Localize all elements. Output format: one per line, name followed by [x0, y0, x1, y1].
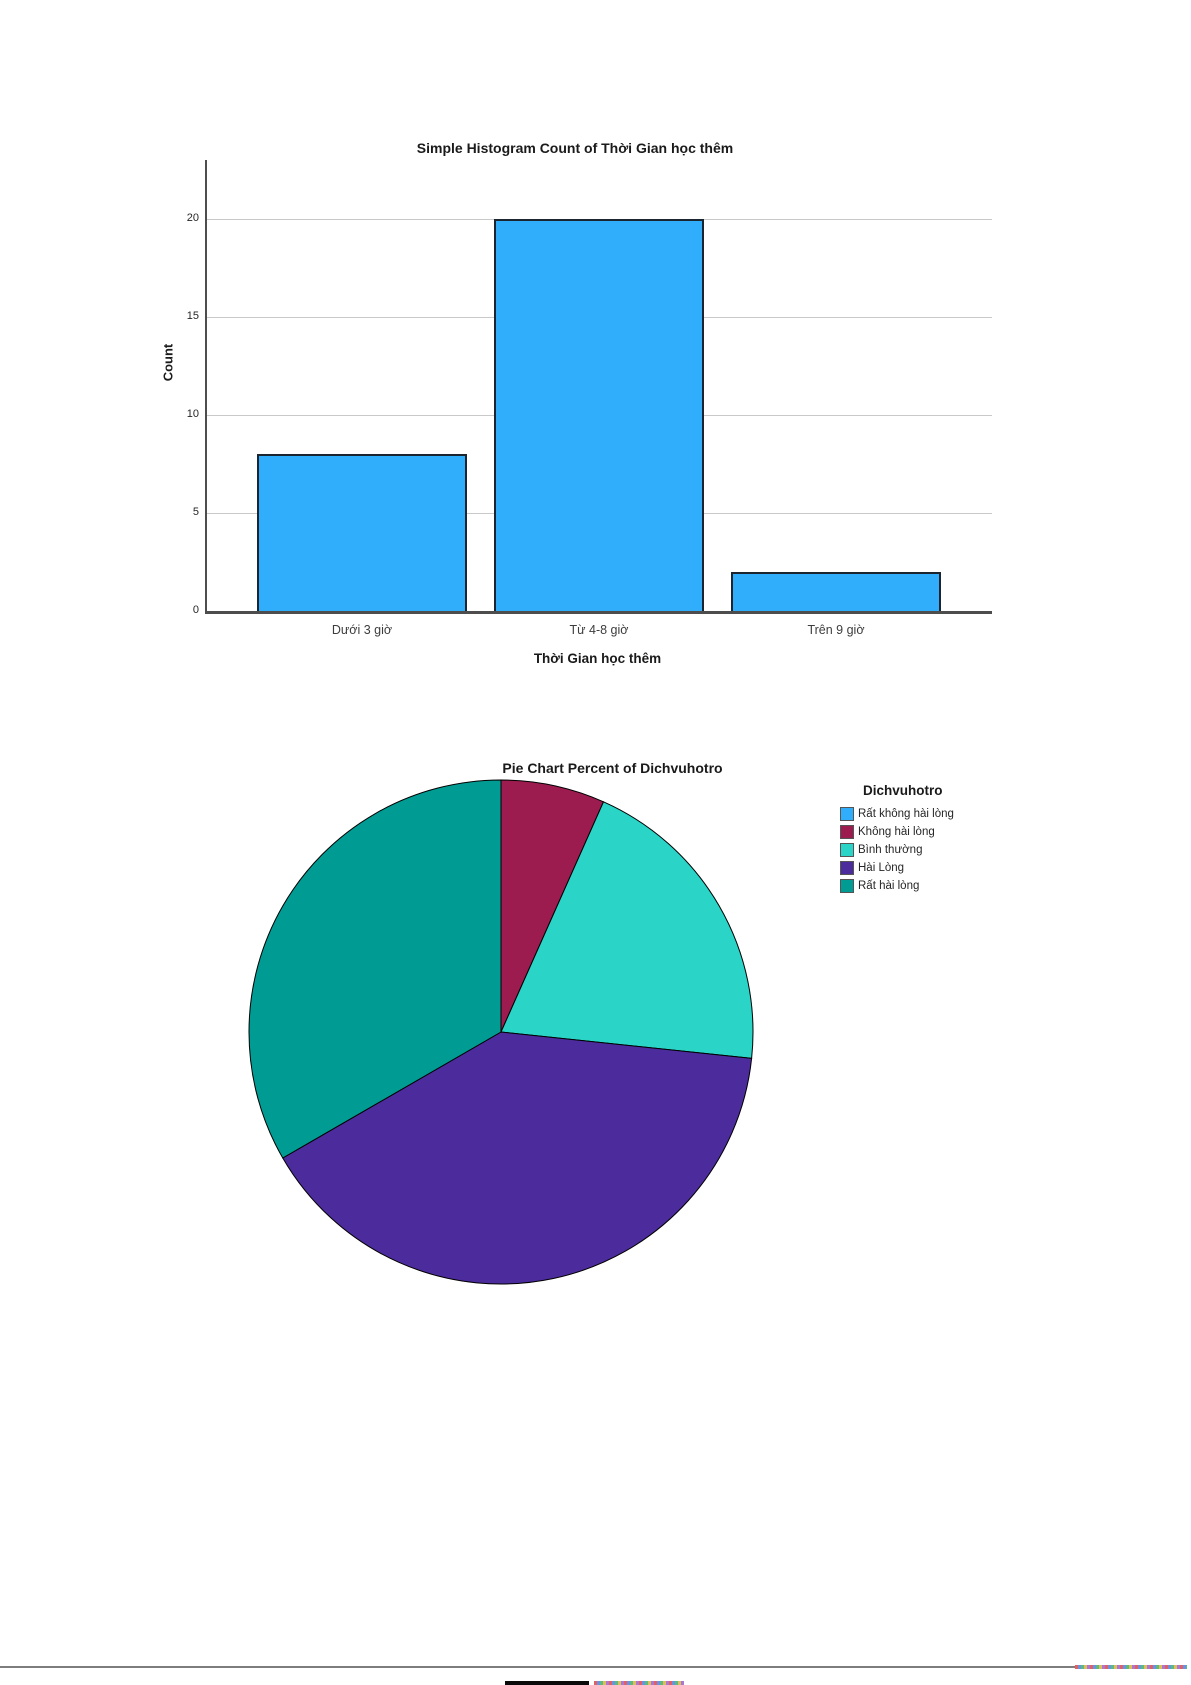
legend-label: Rất không hài lòng — [858, 808, 954, 820]
legend-item-3: Bình thường — [840, 841, 1060, 859]
legend-swatch — [840, 825, 854, 839]
pie-slice-3 — [500, 801, 754, 1059]
histogram-x-axis-label: Thời Gian học thêm — [533, 651, 662, 666]
pie-chart-title: Pie Chart Percent of Dichvuhotro — [502, 760, 723, 776]
histogram-bar-2 — [494, 219, 704, 611]
legend-label: Hài Lòng — [858, 862, 905, 874]
pie-chart — [248, 779, 754, 1285]
pie-slice-5 — [248, 779, 502, 1159]
legend-swatch — [840, 807, 854, 821]
legend-item-4: Hài Lòng — [840, 859, 1060, 877]
y-tick-label: 10 — [186, 407, 199, 420]
watermark-fragment — [594, 1681, 684, 1685]
legend-label: Không hài lòng — [858, 826, 935, 838]
legend-item-1: Rất không hài lòng — [840, 805, 1060, 823]
x-tick-label: Trên 9 giờ — [807, 623, 865, 637]
x-tick-label: Dưới 3 giờ — [331, 623, 393, 637]
histogram-plot-area: 0 5 10 15 20 Dưới 3 giờ Từ 4-8 giờ Trên 9 giờ — [187, 160, 992, 637]
legend-item-5: Rất hài lòng — [840, 877, 1060, 895]
legend-swatch — [840, 843, 854, 857]
watermark-fragment — [505, 1681, 589, 1685]
histogram-bar-1 — [257, 454, 467, 611]
legend-item-2: Không hài lòng — [840, 823, 1060, 841]
histogram-y-axis-label: Count — [160, 343, 176, 382]
y-tick-label: 15 — [186, 309, 199, 322]
pie-legend-items: Rất không hài lòng Không hài lòng Bình thư… — [840, 805, 1060, 895]
histogram-bar-3 — [731, 572, 941, 611]
pie-legend: Dichvuhotro Rất không hài lòng Không hài … — [840, 783, 1060, 895]
page-footer-rule — [0, 1666, 1075, 1668]
pie-legend-title: Dichvuhotro — [863, 783, 943, 798]
legend-swatch — [840, 879, 854, 893]
y-tick-label: 5 — [192, 505, 199, 518]
legend-swatch — [840, 861, 854, 875]
legend-label: Rất hài lòng — [858, 880, 920, 892]
watermark-fragment — [1075, 1665, 1187, 1669]
y-tick-label: 20 — [186, 211, 199, 224]
pie-slice-4 — [282, 1031, 753, 1285]
y-tick-label: 0 — [192, 604, 199, 616]
histogram-title: Simple Histogram Count of Thời Gian học … — [416, 140, 734, 156]
x-tick-label: Từ 4-8 giờ — [569, 623, 629, 637]
legend-label: Bình thường — [858, 844, 923, 856]
